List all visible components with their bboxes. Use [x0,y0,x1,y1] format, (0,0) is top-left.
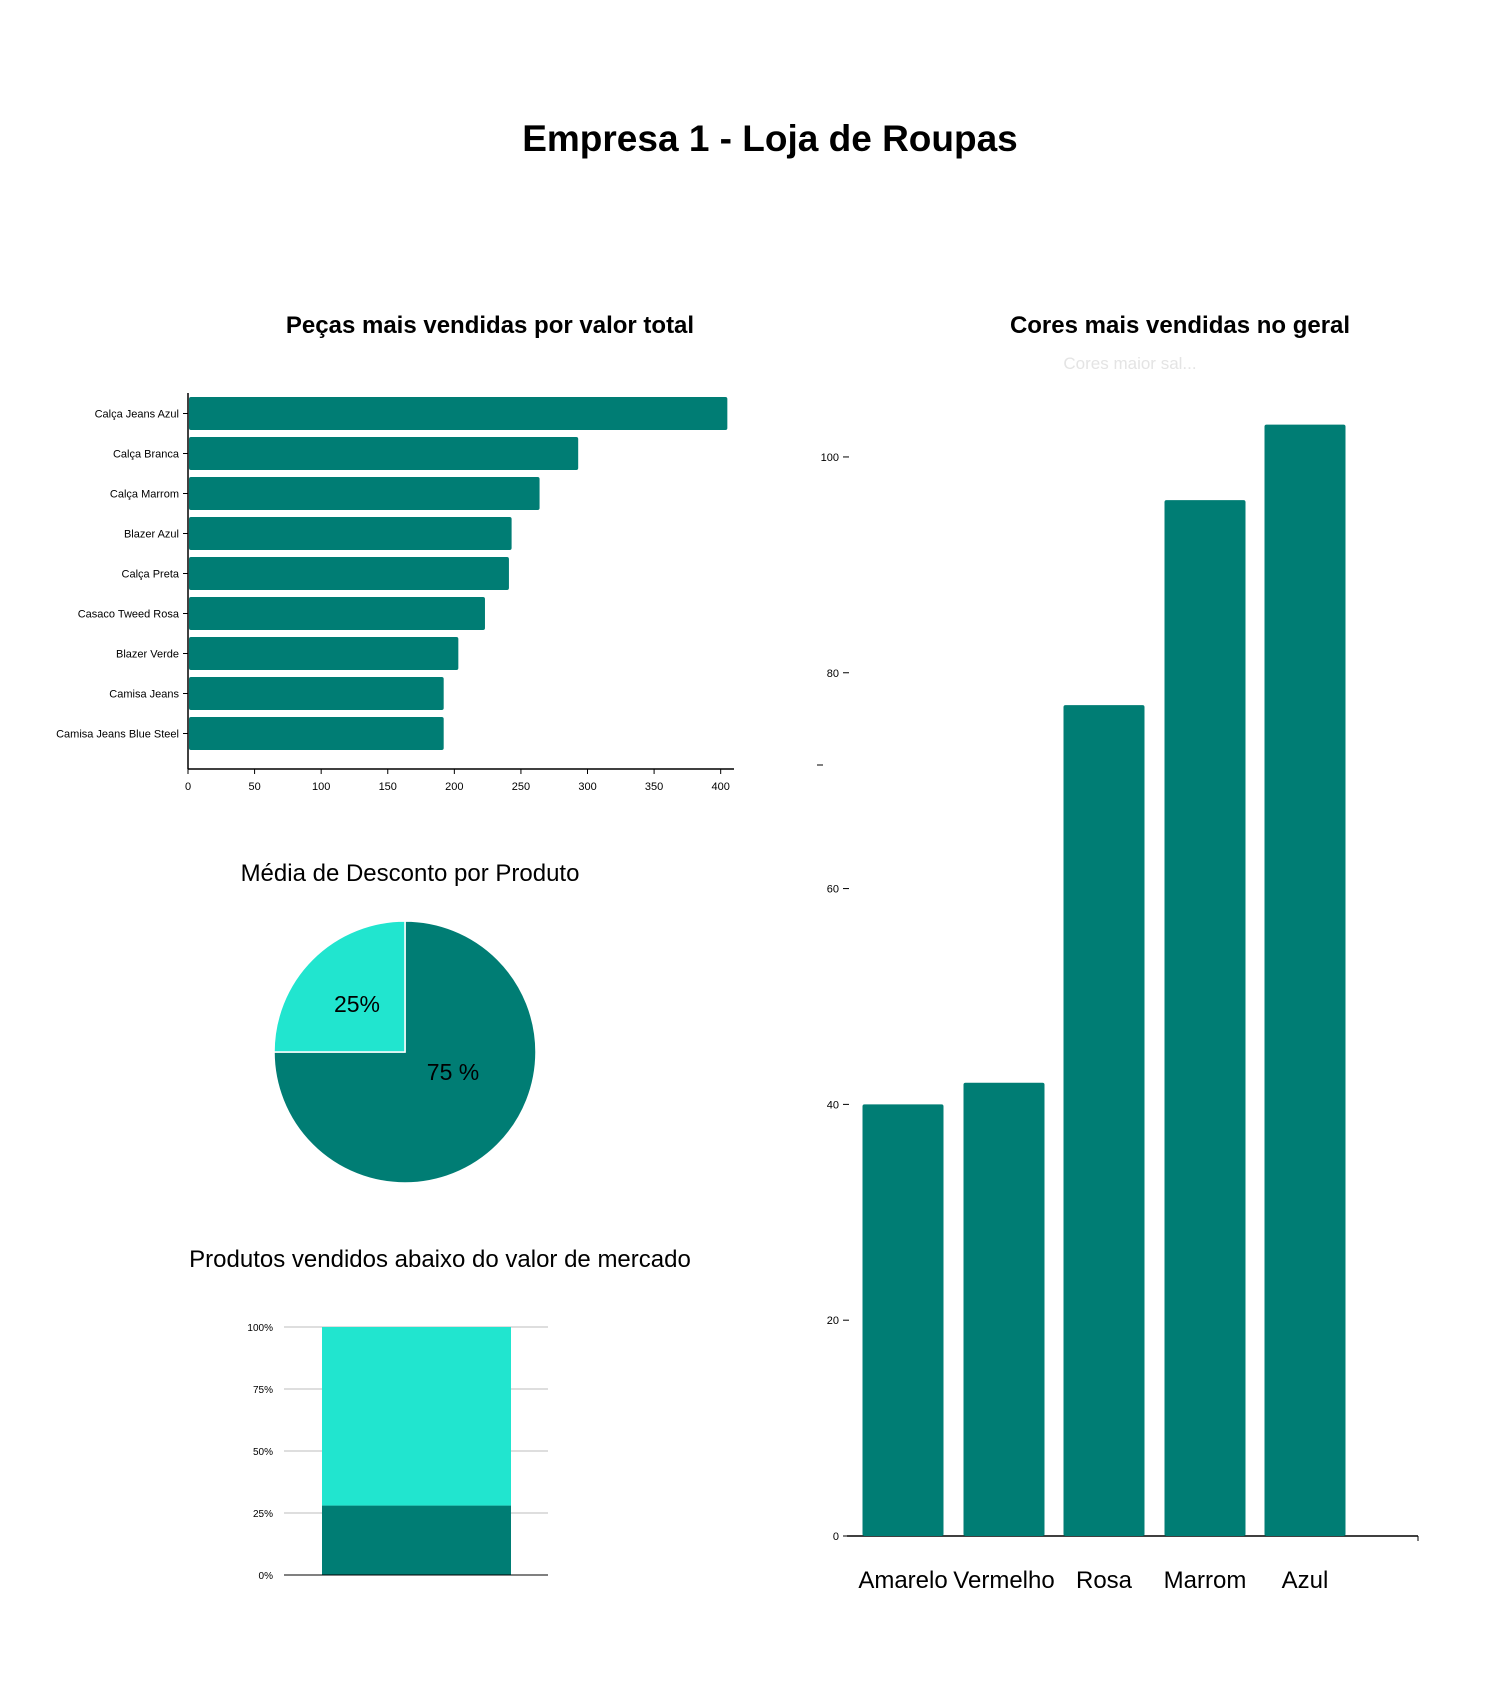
bar-chart-category-label: Camisa Jeans Blue Steel [56,729,179,741]
pie-slice [273,920,406,1053]
bar-chart-category-label: Calça Jeans Azul [95,409,179,421]
bar-chart-category-label: Calça Preta [122,569,180,581]
column-chart-y-tick-label: 80 [827,668,839,680]
pie-slice [273,920,537,1184]
column-chart-category-label: Vermelho [953,1567,1054,1594]
column-chart-y-tick-label: 20 [827,1315,839,1327]
column-chart-category-label: Rosa [1076,1567,1133,1594]
column-chart-bar [1264,424,1346,1537]
bar-chart-category-label: Blazer Verde [116,649,179,661]
stacked-chart-y-tick-label: 75% [253,1385,273,1396]
pie-slice-label: 25% [334,991,380,1017]
stacked-chart-y-tick-label: 50% [253,1447,273,1458]
column-chart-y-tick-label: 60 [827,884,839,896]
column-chart-title: Cores mais vendidas no geral [1009,312,1351,339]
bar-chart-x-tick-label: 300 [578,781,596,793]
column-chart-y-tick-label: 0 [833,1531,839,1543]
bar-chart-x-tick-label: 0 [185,781,191,793]
bar-chart-x-tick-label: 50 [248,781,260,793]
bar-chart-bar [189,637,459,670]
bar-chart-x-tick-label: 400 [712,781,730,793]
bar-chart-bar [189,717,444,750]
column-chart-y-tick-label: 40 [827,1099,839,1111]
stacked-chart-y-tick-label: 25% [253,1509,273,1520]
column-chart-bar [1164,500,1246,1537]
bar-chart-x-tick-label: 150 [379,781,397,793]
column-chart-bar [963,1082,1045,1536]
bar-chart-category-label: Casaco Tweed Rosa [78,609,180,621]
bar-chart-bar [189,517,512,550]
bar-chart-category-label: Calça Branca [113,449,180,461]
bar-chart-x-tick-label: 200 [445,781,463,793]
bar-chart-category-label: Blazer Azul [124,529,179,541]
bar-chart-bar [189,397,728,430]
bar-chart-bar [189,477,540,510]
column-chart-category-label: Marrom [1164,1567,1247,1594]
bar-chart-x-tick-label: 350 [645,781,663,793]
bar-chart-category-label: Calça Marrom [110,489,179,501]
stacked-chart-y-tick-label: 100% [247,1323,273,1334]
bar-chart-title: Peças mais vendidas por valor total [285,312,695,339]
bar-chart-bar [189,677,444,710]
column-chart-y-tick-label: 100 [821,452,839,464]
bar-chart-x-tick-label: 100 [312,781,330,793]
column-chart-category-label: Azul [1282,1567,1329,1594]
pie-slice-label: 75 % [427,1059,479,1085]
column-chart-category-label: Amarelo [858,1567,947,1594]
stacked-chart-title: Produtos vendidos abaixo do valor de mer… [189,1246,691,1273]
page-title: Empresa 1 - Loja de Roupas [522,118,1018,159]
bar-chart-bar [189,557,509,590]
bar-chart-bar [189,597,485,630]
bar-chart-bar [189,437,579,470]
stacked-chart-segment [322,1327,511,1506]
bar-chart-category-label: Camisa Jeans [109,689,179,701]
pie-chart-title: Média de Desconto por Produto [240,860,580,887]
stacked-chart-y-tick-label: 0% [259,1571,274,1582]
column-chart-subtitle: Cores maior sal... [1063,354,1197,373]
stacked-chart-segment [322,1505,511,1575]
column-chart-bar [862,1104,944,1536]
column-chart-bar [1063,705,1145,1536]
bar-chart-x-tick-label: 250 [512,781,530,793]
